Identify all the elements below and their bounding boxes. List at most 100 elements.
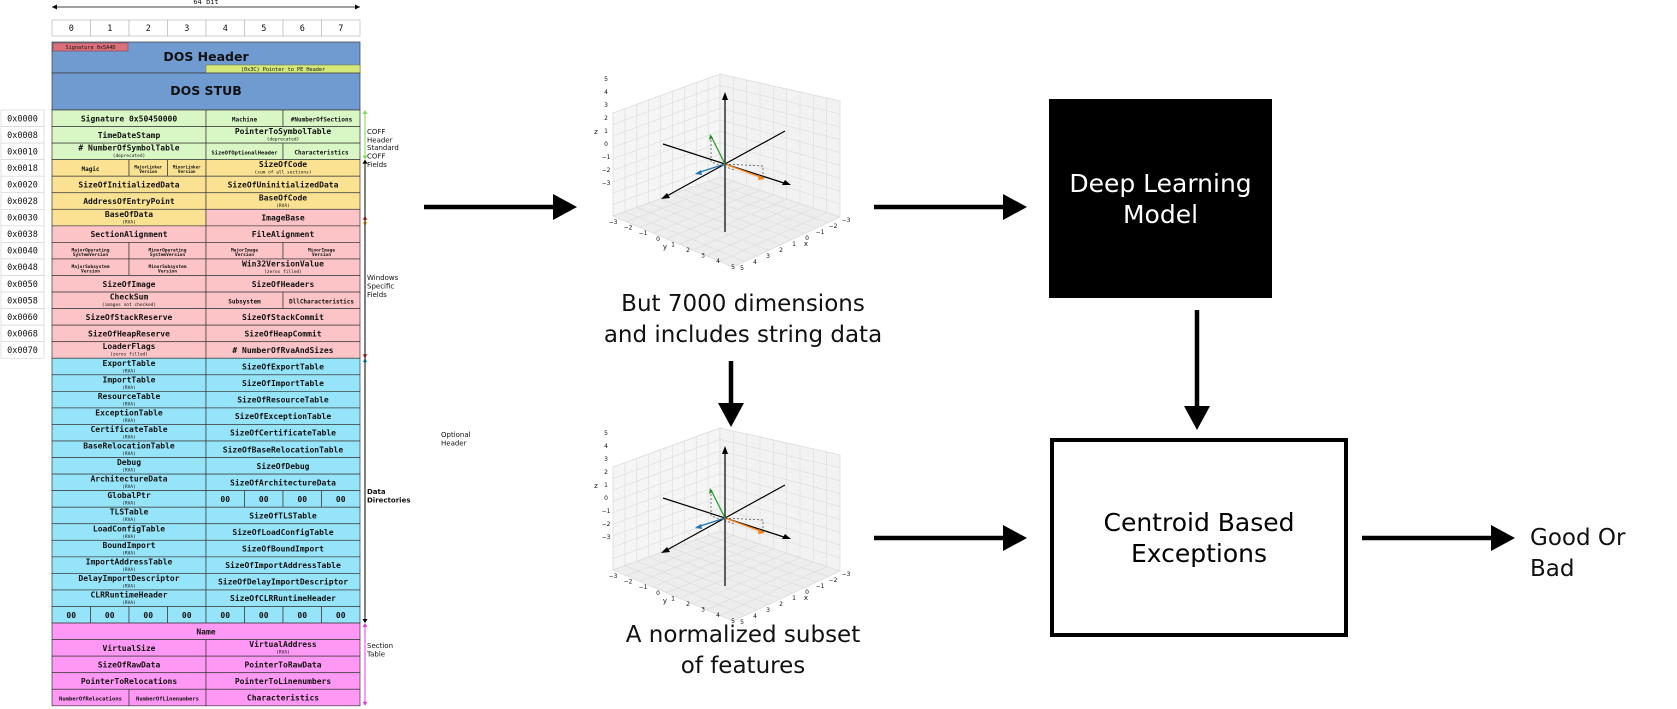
field-label: BoundImport xyxy=(103,541,156,550)
offset-label: 0x0048 xyxy=(7,263,38,273)
field-label: ImportTable xyxy=(103,375,156,384)
field-label: SizeOfExportTable xyxy=(242,362,324,372)
field-label: MinorImage Version xyxy=(308,247,335,258)
offset-label: 0x0028 xyxy=(7,197,38,207)
field-label: SizeOfStackCommit xyxy=(242,312,324,322)
section-table-range-marker-head-up xyxy=(362,623,368,628)
field-label: SizeOfExceptionTable xyxy=(235,411,332,421)
optional-header-label: Optional Header xyxy=(441,431,471,448)
field-label: SizeOfCertificateTable xyxy=(230,428,336,438)
field-label: VirtualAddress xyxy=(249,639,317,649)
offset-label: 0x0040 xyxy=(7,247,38,257)
field-label: ResourceTable xyxy=(98,392,161,401)
field-label: GlobalPtr xyxy=(107,491,151,500)
field-label: SizeOfCLRRuntimeHeader xyxy=(230,593,336,603)
standard-fields-label: Standard COFF Fields xyxy=(367,144,399,169)
offset-label: 0x0010 xyxy=(7,147,38,157)
field-label: #NumberOfSections xyxy=(291,116,353,123)
offset-label: 0x0070 xyxy=(7,346,38,356)
field-label: ArchitectureData xyxy=(90,474,167,484)
field-label: TLSTable xyxy=(110,508,149,517)
field-label: Name xyxy=(196,627,215,636)
field-note: (RVA) xyxy=(122,219,136,225)
byte-column-number: 5 xyxy=(261,24,266,34)
offset-label: 0x0030 xyxy=(7,214,38,224)
field-label: CertificateTable xyxy=(90,424,167,434)
field-label: SizeOfImportAddressTable xyxy=(225,560,341,570)
field-label: ExceptionTable xyxy=(95,407,163,417)
offset-label: 0x0018 xyxy=(7,164,38,174)
field-note: (RVA) xyxy=(122,401,136,407)
field-label: # NumberOfRvaAndSizes xyxy=(232,345,333,355)
field-label: AddressOfEntryPoint xyxy=(83,196,175,206)
offset-label: 0x0038 xyxy=(7,230,38,240)
field-label: MajorLinker Version xyxy=(134,165,162,174)
caption-normalized-subset: A normalized subset of features xyxy=(625,622,861,679)
field-label: MajorOperating SystemVersion xyxy=(72,246,110,258)
field-label: SizeOfRawData xyxy=(98,659,161,669)
field-note: (RVA) xyxy=(276,203,290,209)
optional-header-range-marker-head-up xyxy=(362,159,368,164)
field-label: TimeDateStamp xyxy=(98,130,161,140)
optional-header-range-marker-head-down xyxy=(362,619,368,624)
dos-pe-pointer-label: (0x3C) Pointer to PE Header xyxy=(241,67,325,73)
field-label: # NumberOfSymbolTable xyxy=(78,144,179,153)
field-label: SizeOfHeaders xyxy=(252,279,315,289)
field-label: SizeOfImportTable xyxy=(242,378,324,388)
field-label: SizeOfImage xyxy=(103,279,156,289)
field-note: (RVA) xyxy=(122,484,136,490)
field-label: 00 xyxy=(297,495,307,504)
field-label: 00 xyxy=(182,611,192,620)
offset-label: 0x0000 xyxy=(7,114,38,124)
field-note: (RVA) xyxy=(122,534,136,540)
field-label: SizeOfBoundImport xyxy=(242,544,324,554)
offset-label: 0x0020 xyxy=(7,180,38,190)
field-label: DelayImportDescriptor xyxy=(78,573,179,583)
field-label: NumberOfLinenumbers xyxy=(136,697,199,703)
field-label: LoadConfigTable xyxy=(93,523,165,533)
offset-label: 0x0068 xyxy=(7,329,38,339)
field-label: MajorSubsystem Version xyxy=(72,263,110,275)
field-note: (RVA) xyxy=(122,600,136,606)
width-arrow-head-left xyxy=(52,4,57,10)
dos-signature-cell xyxy=(52,42,129,52)
field-label: BaseOfCode xyxy=(259,193,307,202)
offset-label: 0x0058 xyxy=(7,296,38,306)
field-label: MinorSubsystem Version xyxy=(149,264,187,275)
field-label: SizeOfInitializedData xyxy=(78,179,179,189)
field-label: SizeOfUninitializedData xyxy=(228,179,339,189)
coff-range-marker-head-up xyxy=(362,110,368,114)
field-label: 00 xyxy=(105,611,115,620)
field-note: (RVA) xyxy=(122,385,136,391)
offset-cell xyxy=(0,341,45,359)
field-note: (deprecated) xyxy=(113,153,146,159)
offset-label: 0x0050 xyxy=(7,280,38,290)
caption-high-dimensional: But 7000 dimensions and includes string … xyxy=(603,291,883,348)
field-label: Subsystem xyxy=(228,298,261,305)
field-label: 00 xyxy=(336,495,346,504)
field-label: SizeOfOptionalHeader xyxy=(211,150,278,156)
dos-header-label: DOS Header xyxy=(163,49,249,64)
field-label: MinorLinker Version xyxy=(173,165,201,174)
field-note: (RVA) xyxy=(122,418,136,424)
dos-stub-label: DOS STUB xyxy=(170,83,242,98)
field-label: SizeOfCode xyxy=(259,159,307,169)
byte-column-number: 4 xyxy=(223,24,228,34)
field-label: 00 xyxy=(66,611,76,620)
field-label: SizeOfLoadConfigTable xyxy=(232,527,333,537)
field-note: (RVA) xyxy=(276,650,290,656)
field-label: 00 xyxy=(336,611,346,620)
field-label: SizeOfHeapCommit xyxy=(244,328,321,338)
field-label: PointerToSymbolTable xyxy=(235,126,332,136)
field-note: (RVA) xyxy=(122,550,136,556)
byte-column-number: 3 xyxy=(184,24,189,34)
field-label: SizeOfArchitectureData xyxy=(230,477,336,487)
field-label: Magic xyxy=(81,166,99,173)
field-label: PointerToRelocations xyxy=(81,676,178,686)
field-label: NumberOfRelocations xyxy=(59,697,122,703)
byte-column-number: 6 xyxy=(300,24,305,34)
field-note: (RVA) xyxy=(122,368,136,374)
field-note: (deprecated) xyxy=(267,137,300,143)
field-label: Debug xyxy=(117,458,141,467)
